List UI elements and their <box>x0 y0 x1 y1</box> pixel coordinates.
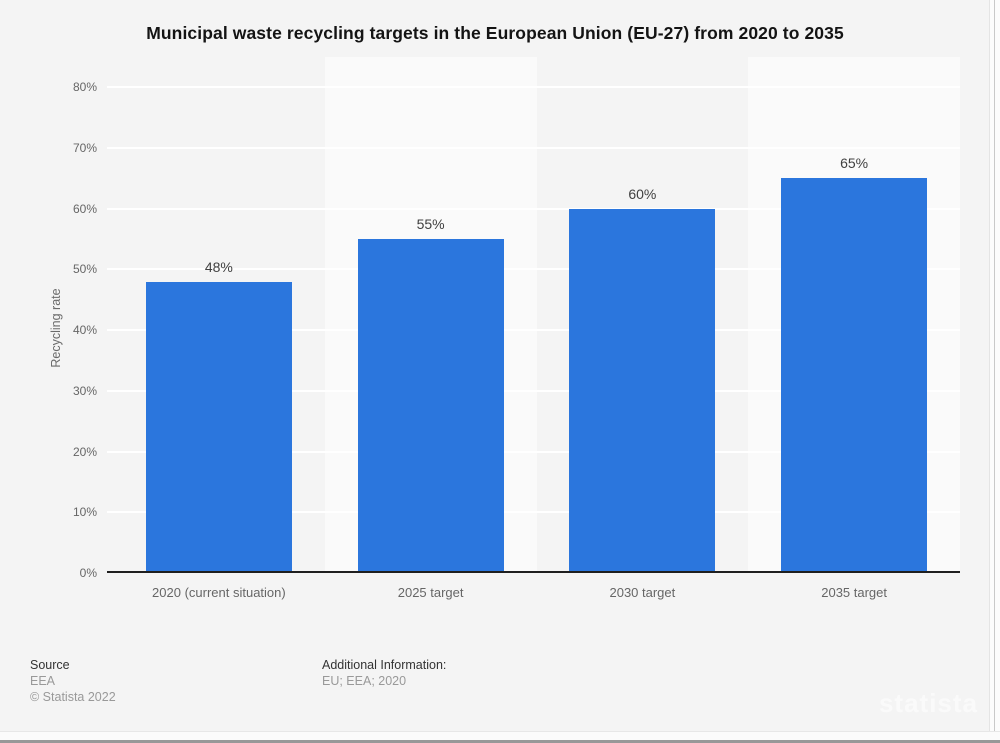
y-axis-tick-label-60: 60% <box>72 201 97 216</box>
window-bottom-edge <box>0 740 1000 743</box>
y-axis-tick-label-0: 0% <box>79 566 97 580</box>
x-axis-label-2030-target: 2030 target <box>609 585 676 600</box>
gridline-60 <box>107 207 960 210</box>
bar-2025-target[interactable] <box>357 239 504 573</box>
bar-2035-target[interactable] <box>781 178 928 573</box>
gridline-30 <box>107 389 960 392</box>
gridline-50 <box>107 268 960 271</box>
x-axis-line <box>107 571 960 573</box>
y-axis-tick-label-50: 50% <box>72 262 97 277</box>
y-axis-tick-label-70: 70% <box>72 141 97 156</box>
y-axis-tick-label-20: 20% <box>72 444 97 459</box>
bar-2030-target[interactable] <box>569 208 716 573</box>
gridline-70 <box>107 147 960 150</box>
chart-title: Municipal waste recycling targets in the… <box>146 23 844 43</box>
x-axis-label-2035-target: 2035 target <box>821 585 888 600</box>
y-axis-title: Recycling rate <box>49 288 63 368</box>
gridline-80 <box>107 86 960 89</box>
y-axis-tick-label-10: 10% <box>72 505 97 520</box>
bar-value-label-2025-target: 55% <box>416 216 445 233</box>
y-axis-tick-label-40: 40% <box>72 323 97 338</box>
gridline-10 <box>107 511 960 514</box>
source-name: EEA <box>30 674 56 688</box>
additional-information-value: EU; EEA; 2020 <box>322 674 407 688</box>
bar-2020-current-situation[interactable] <box>145 281 292 573</box>
source-label: Source <box>30 658 70 672</box>
bar-value-label-2020-current-situation: 48% <box>204 258 233 275</box>
vertical-scrollbar[interactable] <box>989 0 1000 731</box>
y-axis-tick-label-30: 30% <box>72 383 97 398</box>
x-axis-label-2025-target: 2025 target <box>397 585 464 600</box>
bar-value-label-2035-target: 65% <box>840 155 869 172</box>
additional-information-label: Additional Information: <box>322 658 447 672</box>
bar-value-label-2030-target: 60% <box>628 185 657 202</box>
y-axis-tick-label-80: 80% <box>72 80 97 95</box>
x-axis-label-2020-current-situation: 2020 (current situation) <box>152 585 286 600</box>
statista-watermark: statista <box>878 688 978 718</box>
vertical-scrollbar-track-line <box>994 0 995 731</box>
gridline-40 <box>107 329 960 332</box>
horizontal-scrollbar[interactable] <box>0 731 1000 740</box>
copyright-notice: © Statista 2022 <box>30 690 116 704</box>
gridline-20 <box>107 450 960 453</box>
plot-area: 48% 55% 60% 65% <box>107 57 960 573</box>
